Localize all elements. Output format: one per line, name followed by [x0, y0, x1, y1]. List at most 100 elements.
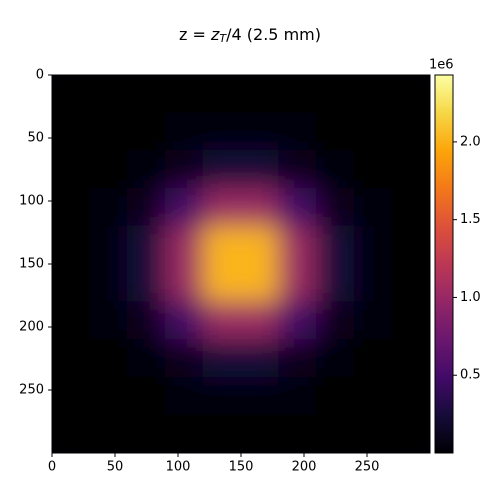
- heatmap-cell: [52, 414, 91, 453]
- heatmap-cell: [278, 376, 318, 416]
- heatmap-cell: [164, 339, 204, 378]
- heatmap-cell: [89, 263, 129, 303]
- heatmap-cell: [202, 225, 242, 265]
- heatmap-cell: [240, 339, 280, 378]
- heatmap-cell: [316, 263, 355, 303]
- heatmap-cell: [164, 263, 204, 303]
- heatmap-cell: [240, 376, 280, 416]
- heatmap-cell: [202, 263, 242, 303]
- heatmap-cell: [164, 301, 204, 341]
- y-tick-label: 50: [27, 131, 44, 146]
- heatmap-cell: [278, 301, 318, 341]
- heatmap-cell: [127, 301, 166, 341]
- image: [52, 75, 430, 453]
- y-tick-label: 100: [19, 194, 44, 209]
- heatmap-cell: [391, 187, 430, 227]
- heatmap-cell: [316, 225, 355, 265]
- heatmap-cell: [89, 150, 129, 189]
- heatmap-cell: [127, 339, 166, 378]
- heatmap-cell: [316, 301, 355, 341]
- colorbar: [434, 74, 454, 454]
- heatmap-cell: [164, 75, 204, 114]
- heatmap-cell: [353, 339, 393, 378]
- heatmap-cell: [127, 225, 166, 265]
- heatmap-cell: [391, 414, 430, 453]
- heatmap-cell: [240, 263, 280, 303]
- heatmap-cell: [164, 187, 204, 227]
- heatmap-cell: [202, 301, 242, 341]
- heatmap-cell: [353, 112, 393, 152]
- heatmap-cell: [89, 225, 129, 265]
- heatmap-cell: [391, 263, 430, 303]
- heatmap-cell: [127, 112, 166, 152]
- x-tick-label: 150: [229, 460, 254, 475]
- heatmap-cell: [391, 75, 430, 114]
- heatmap-cell: [316, 75, 355, 114]
- heatmap-cell: [316, 187, 355, 227]
- heatmap-cell: [127, 150, 166, 189]
- heatmap-cell: [240, 301, 280, 341]
- heatmap-cell: [89, 414, 129, 453]
- colorbar-tick-label: 0.5: [460, 368, 481, 383]
- heatmap-cell: [278, 75, 318, 114]
- heatmap-cell: [278, 187, 318, 227]
- title-subscript: T: [219, 32, 227, 45]
- heatmap-cell: [353, 263, 393, 303]
- heatmap-cell: [353, 187, 393, 227]
- heatmap-cell: [353, 301, 393, 341]
- heatmap-cell: [127, 376, 166, 416]
- heatmap-cell: [240, 112, 280, 152]
- heatmap-cell: [202, 376, 242, 416]
- y-tick-label: 250: [19, 383, 44, 398]
- heatmap-cell: [240, 187, 280, 227]
- heatmap-cell: [89, 112, 129, 152]
- heatmap-cell: [391, 150, 430, 189]
- heatmap-cell: [353, 225, 393, 265]
- title-symbol: z: [210, 25, 220, 44]
- heatmap-cell: [127, 263, 166, 303]
- heatmap-cell: [202, 187, 242, 227]
- x-tick-label: 100: [166, 460, 191, 475]
- heatmap-cell: [127, 414, 166, 453]
- y-tick-label: 0: [36, 68, 44, 83]
- heatmap-cell: [164, 414, 204, 453]
- heatmap-cell: [127, 75, 166, 114]
- x-tick-label: 0: [48, 460, 56, 475]
- heatmap-cell: [278, 414, 318, 453]
- heatmap-cell: [316, 150, 355, 189]
- heatmap-cell: [316, 112, 355, 152]
- colorbar-tick-label: 1.0: [460, 290, 481, 305]
- heatmap-cell: [202, 75, 242, 114]
- heatmap-cell: [240, 150, 280, 189]
- x-tick-label: 200: [292, 460, 317, 475]
- heatmap-cell: [391, 112, 430, 152]
- heatmap-cell: [278, 112, 318, 152]
- heatmap-cell: [164, 112, 204, 152]
- heatmap-cell: [202, 150, 242, 189]
- heatmap-cell: [52, 376, 91, 416]
- heatmap-cell: [52, 112, 91, 152]
- y-tick-label: 150: [19, 257, 44, 272]
- heatmap-cell: [52, 301, 91, 341]
- heatmap-cell: [240, 225, 280, 265]
- heatmap-cell: [316, 339, 355, 378]
- heatmap-cell: [278, 225, 318, 265]
- colorbar-tick-label: 2.0: [460, 134, 481, 149]
- heatmap-cell: [89, 187, 129, 227]
- heatmap-cell: [353, 150, 393, 189]
- heatmap-cell: [52, 225, 91, 265]
- heatmap-cell: [89, 376, 129, 416]
- heatmap-cell: [353, 376, 393, 416]
- title-suffix: /4 (2.5 mm): [226, 25, 321, 44]
- heatmap-cell: [164, 376, 204, 416]
- title-prefix: z =: [179, 25, 211, 44]
- heatmap-cell: [52, 150, 91, 189]
- heatmap-cell: [391, 339, 430, 378]
- heatmap-cell: [391, 376, 430, 416]
- x-tick-label: 250: [355, 460, 380, 475]
- heatmap-cell: [202, 414, 242, 453]
- chart-title: z = zT/4 (2.5 mm): [179, 25, 321, 46]
- y-tick-label: 200: [19, 320, 44, 335]
- heatmap-cell: [353, 75, 393, 114]
